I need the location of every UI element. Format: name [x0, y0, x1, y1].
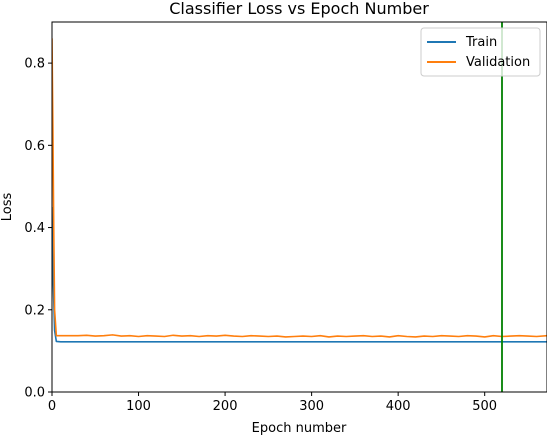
x-tick-label: 0 — [48, 399, 56, 414]
series-line-train — [52, 206, 547, 343]
plot-area-frame — [51, 21, 547, 393]
legend-box — [420, 27, 541, 77]
y-tick-label: 0.4 — [24, 221, 45, 236]
x-tick-label: 200 — [213, 399, 238, 414]
x-axis-label: Epoch number — [252, 421, 347, 435]
y-axis-ticks: 0.0 0.2 0.4 0.6 0.8 — [24, 57, 52, 401]
x-tick-label: 300 — [299, 399, 324, 414]
x-axis-ticks: 0 100 200 300 400 500 — [48, 392, 497, 414]
chart-title: Classifier Loss vs Epoch Number — [169, 0, 429, 18]
y-tick-label: 0.6 — [24, 139, 45, 154]
y-axis-label: Loss — [0, 193, 15, 222]
series-line-validation — [52, 38, 547, 338]
y-tick-label: 0.8 — [24, 57, 45, 72]
y-tick-label: 0.2 — [24, 303, 45, 318]
series-layer — [52, 38, 547, 343]
legend: Train Validation — [420, 27, 541, 77]
y-tick-label: 0.0 — [24, 386, 45, 401]
legend-validation-label: Validation — [466, 55, 530, 70]
x-tick-label: 400 — [386, 399, 411, 414]
legend-train-label: Train — [465, 35, 497, 50]
x-tick-label: 500 — [472, 399, 497, 414]
x-tick-label: 100 — [126, 399, 151, 414]
